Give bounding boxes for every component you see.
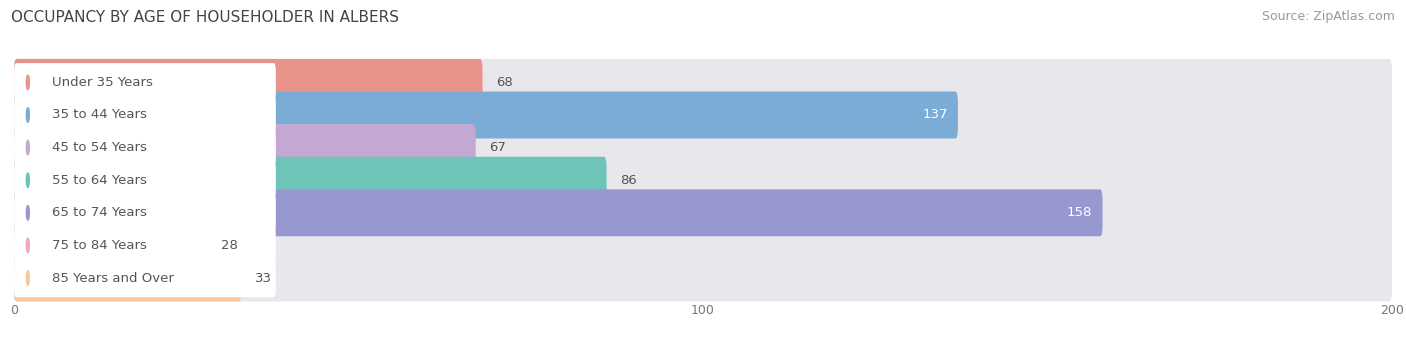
FancyBboxPatch shape (14, 157, 1392, 204)
FancyBboxPatch shape (14, 255, 242, 302)
FancyBboxPatch shape (14, 161, 276, 200)
FancyBboxPatch shape (14, 259, 276, 297)
Text: 86: 86 (620, 174, 637, 187)
FancyBboxPatch shape (14, 189, 1392, 236)
Text: 45 to 54 Years: 45 to 54 Years (52, 141, 146, 154)
Circle shape (27, 271, 30, 285)
FancyBboxPatch shape (14, 226, 276, 265)
FancyBboxPatch shape (14, 59, 1392, 106)
Text: 35 to 44 Years: 35 to 44 Years (52, 108, 146, 121)
FancyBboxPatch shape (14, 59, 482, 106)
Circle shape (27, 108, 30, 122)
FancyBboxPatch shape (14, 124, 1392, 171)
FancyBboxPatch shape (14, 193, 276, 232)
Text: 65 to 74 Years: 65 to 74 Years (52, 206, 146, 219)
FancyBboxPatch shape (14, 255, 1392, 302)
Circle shape (27, 238, 30, 253)
FancyBboxPatch shape (14, 189, 1102, 236)
FancyBboxPatch shape (14, 91, 1392, 138)
FancyBboxPatch shape (14, 63, 276, 102)
Text: 33: 33 (256, 272, 273, 285)
Text: 75 to 84 Years: 75 to 84 Years (52, 239, 146, 252)
Text: Source: ZipAtlas.com: Source: ZipAtlas.com (1261, 10, 1395, 23)
FancyBboxPatch shape (14, 222, 1392, 269)
Circle shape (27, 206, 30, 220)
Text: 85 Years and Over: 85 Years and Over (52, 272, 174, 285)
Text: 137: 137 (922, 108, 948, 121)
Text: 28: 28 (221, 239, 238, 252)
Text: 158: 158 (1067, 206, 1092, 219)
FancyBboxPatch shape (14, 157, 606, 204)
FancyBboxPatch shape (14, 91, 957, 138)
Text: 55 to 64 Years: 55 to 64 Years (52, 174, 146, 187)
FancyBboxPatch shape (14, 96, 276, 134)
FancyBboxPatch shape (14, 128, 276, 167)
FancyBboxPatch shape (14, 222, 207, 269)
FancyBboxPatch shape (14, 124, 475, 171)
Text: OCCUPANCY BY AGE OF HOUSEHOLDER IN ALBERS: OCCUPANCY BY AGE OF HOUSEHOLDER IN ALBER… (11, 10, 399, 25)
Text: 68: 68 (496, 76, 513, 89)
Circle shape (27, 140, 30, 155)
Circle shape (27, 173, 30, 187)
Text: 67: 67 (489, 141, 506, 154)
Circle shape (27, 75, 30, 90)
Text: Under 35 Years: Under 35 Years (52, 76, 153, 89)
